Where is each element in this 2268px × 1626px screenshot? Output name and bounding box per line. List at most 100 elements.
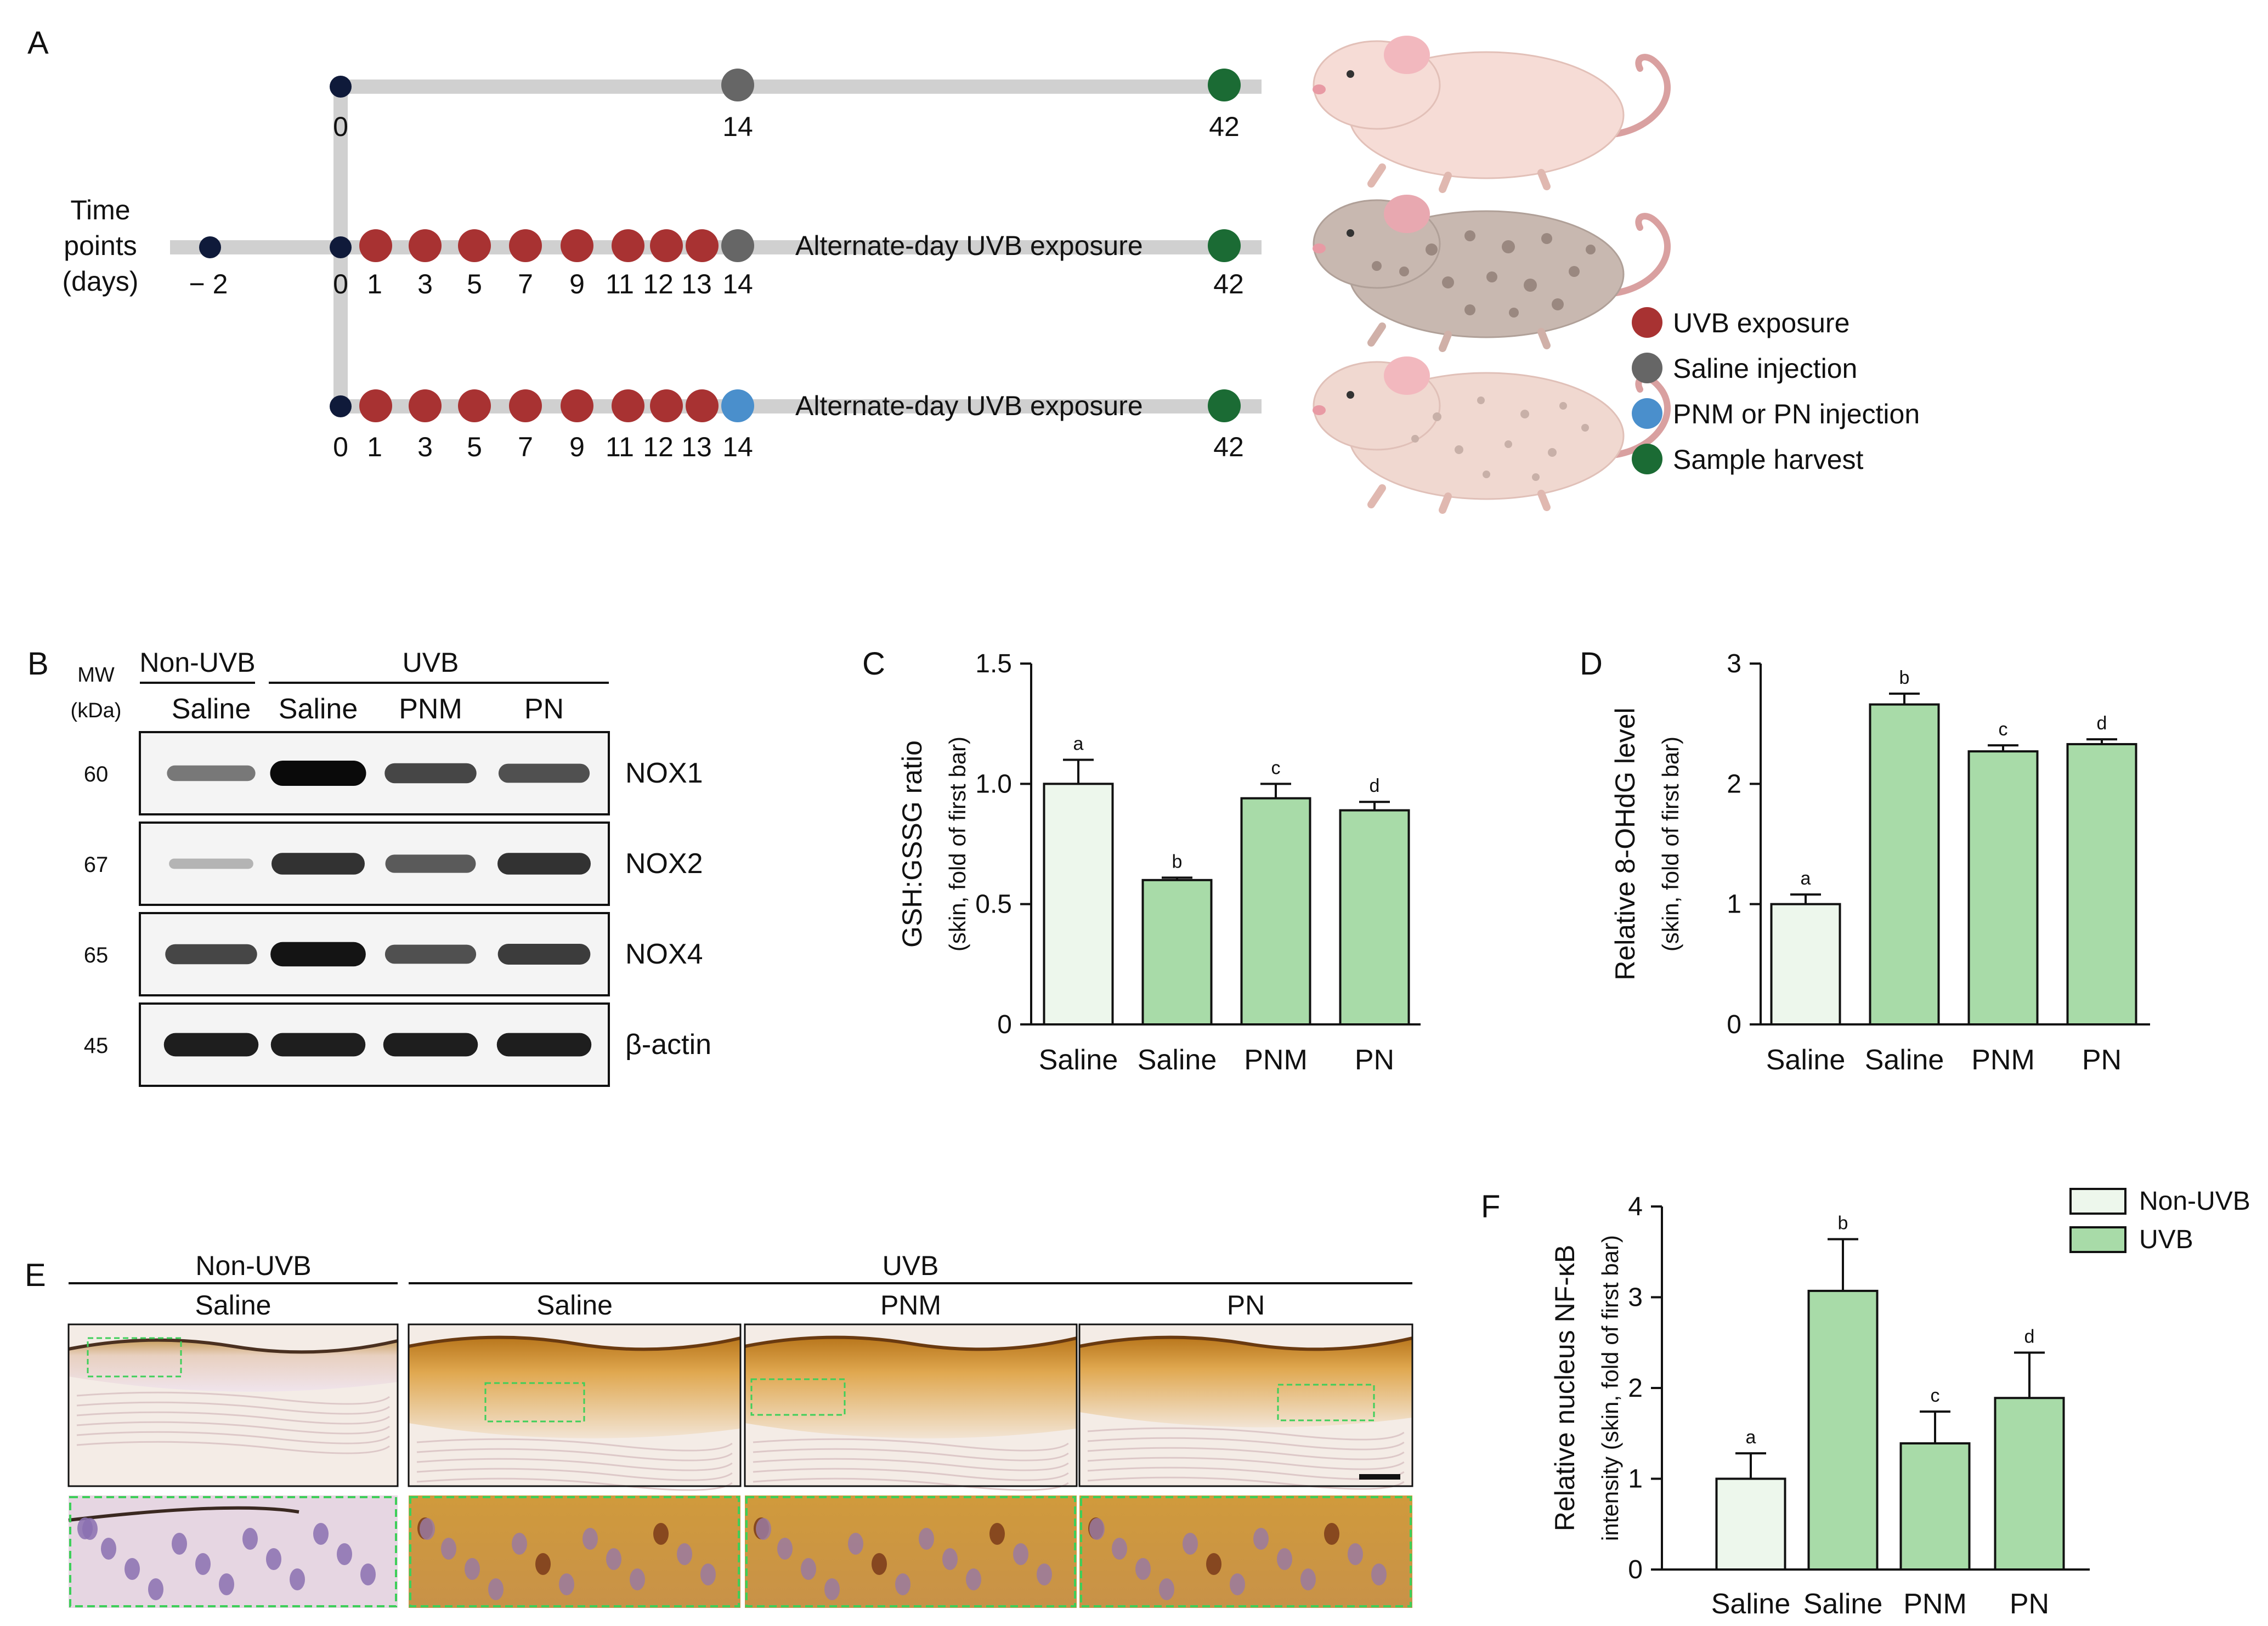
legend-dot: [1632, 444, 1662, 474]
day-label: 0: [333, 269, 348, 299]
ihc-group-nonuvb: Non-UVB: [195, 1250, 311, 1281]
row1-day-label: 14: [722, 111, 753, 142]
panel-e: E Non-UVB UVB Saline Saline PNM PN: [25, 1250, 1413, 1608]
significance-letter: d: [1370, 775, 1380, 796]
dermis-fiber: [76, 1421, 390, 1435]
zoom-inset-box: [484, 1382, 585, 1423]
x-tick-label: PN: [2010, 1588, 2049, 1620]
y-tick-label: 3: [1628, 1283, 1643, 1312]
y-tick-label: 0.5: [975, 890, 1012, 919]
zoom-inset-box: [750, 1378, 846, 1416]
day-label: 9: [569, 432, 585, 462]
uvb-exposure-dot: [409, 389, 442, 422]
blot-band: [384, 763, 477, 784]
cell-nucleus: [1112, 1538, 1127, 1560]
uvb-exposure-dot: [359, 389, 392, 422]
row1-start-dot: [330, 76, 352, 98]
cell-nucleus: [1348, 1543, 1363, 1565]
panel-b: B MW (kDa) Non-UVB UVB Saline Saline PNM PN…: [27, 646, 711, 1087]
day-label: 13: [681, 432, 712, 462]
blot-lane-labels: Saline Saline PNM PN: [172, 693, 564, 725]
day-label: 14: [722, 269, 753, 299]
y-tick-label: 1.5: [975, 649, 1012, 678]
stratum-corneum: [1079, 1335, 1413, 1351]
blot-band: [385, 854, 476, 873]
panel-label: C: [862, 646, 885, 682]
cell-nucleus: [848, 1533, 863, 1555]
time-axis-label-line3: (days): [63, 266, 139, 297]
y-tick-label: 1: [1727, 890, 1741, 919]
blot-band: [383, 1033, 478, 1057]
dermis-fiber: [753, 1438, 1069, 1452]
stratum-corneum: [744, 1335, 1077, 1351]
pre-day-dot: [199, 236, 221, 258]
mouse-illustration-healthy: [1313, 36, 1671, 193]
uvb-exposure-dot: [612, 389, 644, 422]
zoom-inset-box: [87, 1337, 182, 1378]
zoom-image-border: [1080, 1496, 1412, 1607]
blot-band: [384, 944, 477, 964]
row2-saline-dot: [721, 229, 754, 262]
dermis-fiber: [1087, 1476, 1405, 1490]
blot-band: [270, 761, 366, 786]
day-label: 7: [518, 269, 533, 299]
x-tick-label: PNM: [1903, 1588, 1967, 1620]
dermis-fiber: [76, 1391, 390, 1405]
legend-label: Saline injection: [1673, 353, 1857, 384]
ihc-micrograph-border: [67, 1323, 399, 1487]
bar: [1770, 903, 1841, 1026]
day-label: 13: [681, 269, 712, 299]
cell-nucleus: [777, 1538, 793, 1560]
row2-harvest-dot: [1208, 229, 1241, 262]
uvb-exposure-dot: [686, 389, 719, 422]
x-tick-label: PNM: [1971, 1044, 2035, 1076]
uvb-exposure-dot: [509, 229, 542, 262]
legend-label: Non-UVB: [2139, 1187, 2250, 1216]
cell-nucleus: [290, 1568, 305, 1590]
dermis-fiber: [1087, 1437, 1405, 1451]
stratum-corneum: [408, 1335, 741, 1351]
cell-nucleus: [653, 1523, 669, 1545]
legend-label: UVB: [2139, 1225, 2193, 1254]
cell-nucleus: [465, 1558, 480, 1580]
uvb-exposure-dot: [612, 229, 644, 262]
panel-a-legend: UVB exposure Saline injection PNM or PN in…: [1632, 307, 1920, 475]
scale-bar: [1359, 1474, 1400, 1480]
ihc-column-label: Saline: [536, 1290, 613, 1321]
cell-nucleus: [420, 1518, 435, 1540]
zoom-inset-box: [1277, 1384, 1375, 1421]
row1-saline-dot: [721, 69, 754, 101]
cell-nucleus: [1253, 1528, 1269, 1550]
y-axis-sublabel: (skin, fold of first bar): [944, 736, 970, 951]
mouse-illustration-treated: [1313, 356, 1671, 514]
blot-band: [165, 944, 257, 965]
ihc-group-uvb: UVB: [883, 1250, 939, 1281]
ihc-image-grid: Saline Saline PNM PN: [67, 1290, 1413, 1608]
cell-nucleus: [895, 1573, 910, 1595]
zoom-image-border: [69, 1496, 397, 1607]
pre-day-label: − 2: [189, 269, 228, 299]
x-tick-label: PN: [1355, 1044, 1394, 1076]
blot-protein-label: NOX4: [625, 938, 703, 970]
cell-nucleus: [1300, 1568, 1316, 1590]
blot-lane-label: Saline: [172, 693, 251, 725]
epidermis-layer: [1079, 1337, 1412, 1427]
y-axis-label: Relative 8-OHdG level: [1610, 707, 1641, 980]
legend-label: UVB exposure: [1673, 308, 1850, 338]
bar: [1994, 1397, 2065, 1571]
x-tick-label: Saline: [1766, 1044, 1846, 1076]
uvb-exposure-dot: [650, 229, 683, 262]
significance-letter: a: [1073, 733, 1084, 754]
uvb-exposure-dot: [458, 389, 491, 422]
blot-lane-label: PN: [524, 693, 564, 725]
ihc-micrograph-border: [1078, 1323, 1413, 1487]
blot-band: [272, 853, 365, 875]
cell-nucleus: [488, 1578, 504, 1600]
bar: [1339, 809, 1410, 1026]
ihc-micrograph-border: [744, 1323, 1078, 1487]
day-label: 5: [467, 269, 482, 299]
cell-nucleus: [1159, 1578, 1174, 1600]
dermis-fiber: [753, 1458, 1069, 1471]
cell-nucleus: [559, 1573, 574, 1595]
